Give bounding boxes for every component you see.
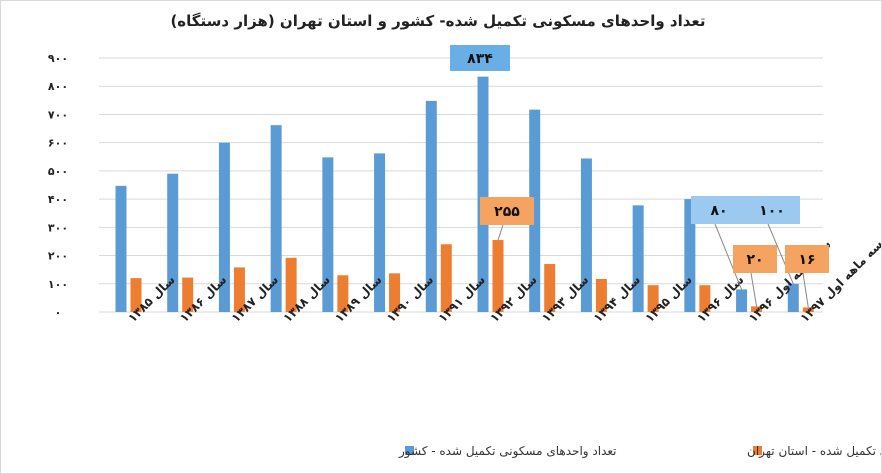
data-label: ۱۰۰ (759, 203, 785, 219)
bar-country (529, 109, 541, 312)
bar-tehran (233, 267, 245, 312)
bar-country (322, 157, 334, 312)
bar-tehran (595, 278, 607, 312)
bar-tehran (647, 285, 659, 312)
callout-box (785, 245, 829, 273)
y-axis-tick-labels: ۰ ۱۰۰ ۲۰۰ ۳۰۰ ۴۰۰ ۵۰۰ ۶۰۰ ۷۰۰ ۸۰۰ ۹۰۰ (48, 52, 68, 319)
bar-country (736, 289, 748, 312)
y-tick-label: ۵۰۰ (48, 165, 68, 178)
callout-box (450, 45, 510, 71)
callout-box (744, 196, 800, 224)
legend-swatch-country (405, 446, 414, 455)
bar-tehran (337, 275, 349, 312)
bar-country (580, 158, 592, 312)
bar-country (218, 142, 230, 312)
data-label: ۲۰ (746, 252, 763, 268)
callout-box (691, 196, 747, 224)
data-label: ۲۵۵ (494, 204, 520, 220)
bar-country (477, 76, 489, 312)
bar-country (167, 173, 179, 312)
bar-tehran (492, 240, 504, 312)
callout-box (480, 197, 534, 225)
y-tick-label: ۳۰۰ (48, 221, 68, 234)
bar-tehran (440, 244, 452, 312)
callouts: ۸۳۴ ۲۵۵ ۸۰ ۲۰ ۱۰۰ ۱۶ (450, 45, 829, 308)
gridlines (99, 57, 823, 313)
bar-country (632, 205, 644, 312)
callout-box (733, 245, 777, 273)
data-label: ۸۳۴ (467, 51, 493, 67)
callout-leader-line (750, 272, 758, 307)
y-tick-label: ۰ (55, 306, 62, 319)
chart-title: تعداد واحدهای مسکونی تکمیل شده- کشور و ا… (170, 12, 705, 30)
bar-country (270, 125, 282, 313)
data-label: ۱۶ (798, 252, 815, 268)
y-tick-label: ۴۰۰ (48, 193, 68, 206)
bar-country (787, 283, 799, 312)
bar-country (684, 199, 696, 312)
bar-tehran (389, 273, 401, 312)
y-tick-label: ۶۰۰ (48, 137, 68, 150)
bar-country (374, 153, 386, 312)
legend-swatch-tehran (753, 446, 762, 455)
y-tick-label: ۱۰۰ (48, 278, 68, 291)
bar-tehran (130, 278, 142, 312)
callout-leader-line (497, 224, 504, 241)
bar-tehran (699, 285, 711, 312)
legend-label-country: تعداد واحدهای مسکونی تکمیل شده - کشور (398, 444, 617, 459)
bar-tehran (544, 264, 556, 312)
callout-leader-line (802, 272, 809, 308)
callout-leader-line (767, 223, 794, 284)
bar-tehran (182, 277, 194, 312)
bar-country (425, 100, 437, 312)
y-tick-label: ۹۰۰ (48, 52, 68, 65)
y-tick-label: ۲۰۰ (48, 250, 68, 263)
y-tick-label: ۷۰۰ (48, 108, 68, 121)
data-label: ۸۰ (710, 203, 727, 219)
bar-tehran (285, 257, 297, 312)
legend: تعداد واحدهای مسکونی تکمیل شده - کشور تعد… (398, 444, 881, 459)
bar-tehran (802, 307, 814, 312)
callout-leader-line (714, 223, 743, 290)
y-tick-label: ۸۰۰ (48, 80, 68, 93)
bar-tehran (751, 306, 763, 312)
bar-country (115, 185, 127, 312)
bars (115, 76, 814, 313)
legend-label-tehran: تعداد واحدهای مسکونی تکمیل شده - استان ت… (747, 444, 881, 459)
